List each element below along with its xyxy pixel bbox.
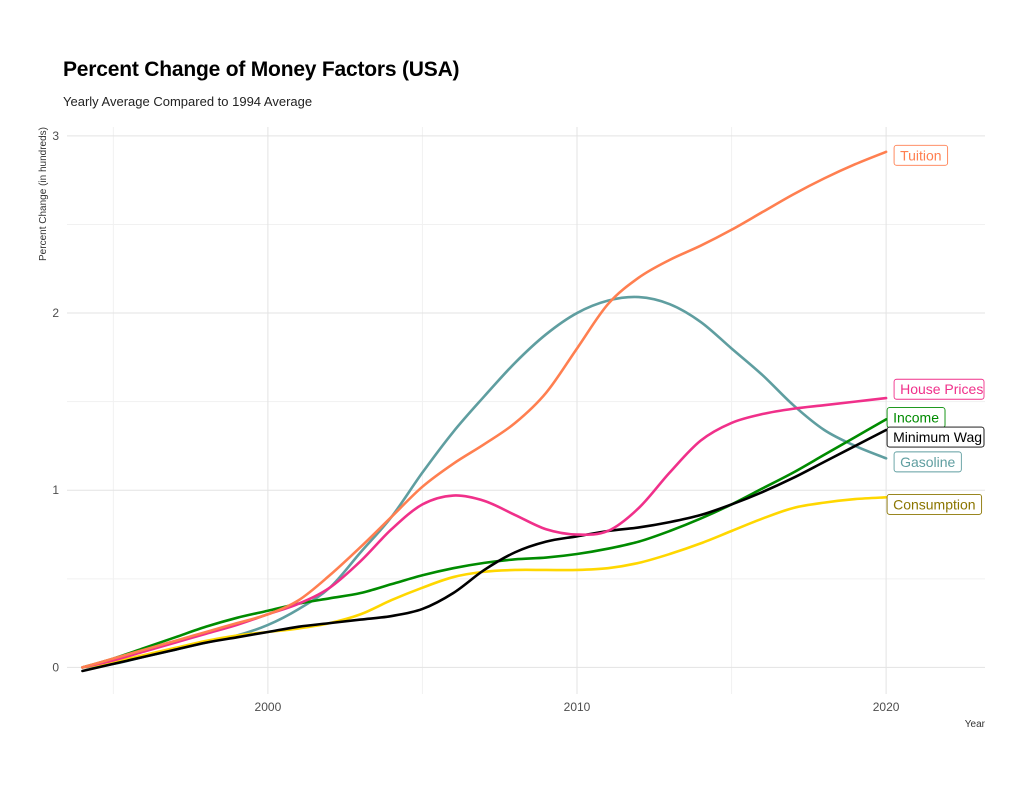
end-label-text: House Prices bbox=[900, 381, 983, 397]
series-line-income bbox=[81, 418, 888, 669]
end-label-text: Minimum Wag bbox=[893, 429, 982, 445]
end-label-box bbox=[886, 426, 985, 448]
end-label-text: Income bbox=[893, 410, 939, 426]
end-label-income: Income bbox=[886, 407, 946, 429]
series-line-tuition bbox=[81, 150, 888, 669]
y-tick-label: 2 bbox=[52, 306, 59, 320]
series-line-gasoline bbox=[81, 295, 888, 669]
end-label-box bbox=[893, 451, 962, 473]
major-gridlines bbox=[67, 127, 985, 694]
end-label-tuition: Tuition bbox=[893, 144, 949, 166]
series-line-minimum-wage bbox=[81, 428, 888, 673]
end-label-minimum-wage: Minimum Wag bbox=[886, 426, 985, 448]
y-tick-label: 1 bbox=[52, 483, 59, 497]
chart-subtitle: Yearly Average Compared to 1994 Average bbox=[63, 94, 313, 109]
y-tick-label: 3 bbox=[52, 129, 59, 143]
minor-gridlines bbox=[67, 127, 985, 694]
end-label-box bbox=[893, 144, 949, 166]
chart-title: Percent Change of Money Factors (USA) bbox=[63, 58, 460, 81]
end-label-text: Tuition bbox=[900, 147, 942, 163]
end-label-box bbox=[886, 493, 983, 515]
x-tick-label: 2010 bbox=[564, 700, 591, 714]
tick-labels: 2000 2010 2020 0 1 2 3 bbox=[52, 129, 899, 714]
y-tick-label: 0 bbox=[52, 660, 59, 674]
end-label-box bbox=[893, 378, 985, 400]
series-end-labels: Tuition House Prices Income Minimum Wag Gaso… bbox=[886, 144, 985, 515]
y-axis-label: Percent Change (in hundreds) bbox=[38, 127, 49, 261]
x-tick-label: 2000 bbox=[255, 700, 282, 714]
series-line-house-prices bbox=[81, 396, 888, 669]
series-line-consumption bbox=[81, 496, 888, 669]
end-label-consumption: Consumption bbox=[886, 493, 983, 515]
end-label-gasoline: Gasoline bbox=[893, 451, 962, 473]
end-label-house-prices: House Prices bbox=[893, 378, 985, 400]
end-label-text: Consumption bbox=[893, 496, 976, 512]
series-lines bbox=[81, 150, 888, 673]
x-tick-label: 2020 bbox=[873, 700, 900, 714]
end-label-text: Gasoline bbox=[900, 454, 955, 470]
x-axis-label: Year bbox=[965, 719, 986, 730]
